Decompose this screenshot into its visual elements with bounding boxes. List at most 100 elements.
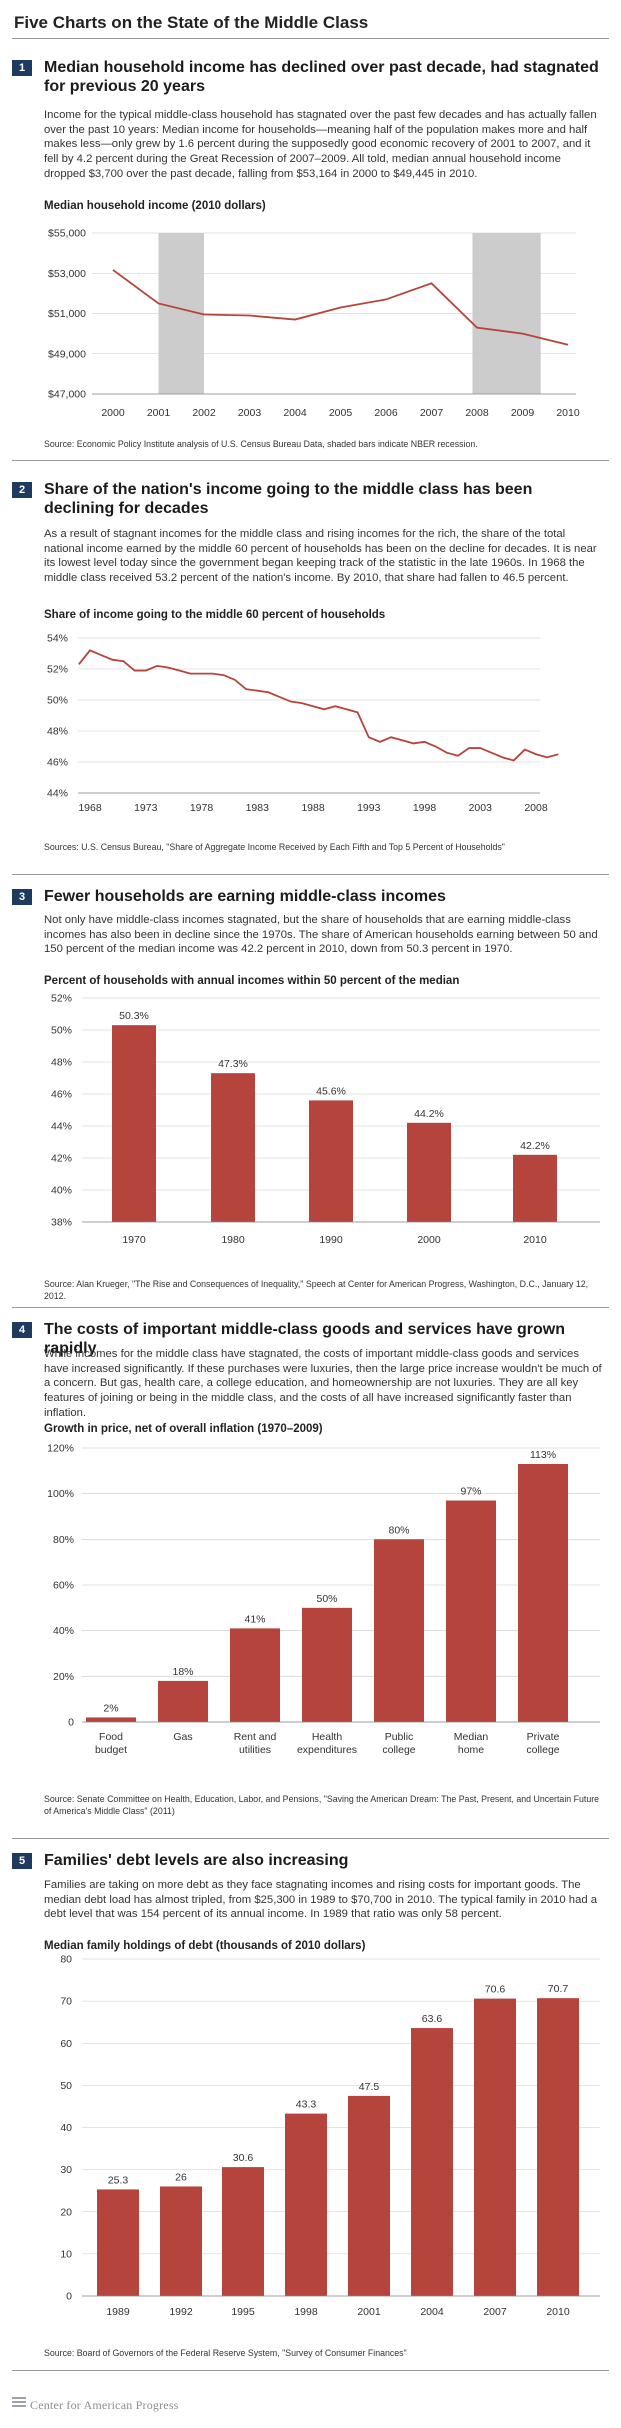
bar — [211, 1073, 255, 1222]
chart-source: Source: Senate Committee on Health, Educ… — [44, 1794, 600, 1816]
section-paragraph: Families are taking on more debt as they… — [44, 1879, 598, 1921]
data-label: 50.3% — [119, 1010, 149, 1022]
bar — [411, 2028, 453, 2296]
y-tick-label: 80% — [53, 1534, 74, 1546]
section-number-badge: 4 — [12, 1322, 32, 1338]
footer-org-name: Center for American Progress — [30, 2398, 179, 2412]
bar — [285, 2113, 327, 2296]
bar — [513, 1154, 557, 1222]
data-label: 43.3 — [296, 2099, 317, 2111]
data-label: 30.6 — [233, 2152, 254, 2164]
y-tick-label: 40% — [53, 1625, 74, 1637]
y-tick-label: $53,000 — [48, 268, 86, 280]
x-tick-label: 2008 — [524, 802, 548, 814]
y-tick-label: $49,000 — [48, 348, 86, 360]
section-title: Median household income has declined ove… — [44, 59, 599, 95]
y-tick-label: 46% — [47, 757, 68, 769]
x-tick-label: 1990 — [319, 1234, 343, 1246]
y-tick-label: 60 — [60, 2038, 72, 2050]
data-label: 63.6 — [422, 2013, 443, 2025]
chart-median-household-income: $47,000 $49,000 $51,000 $53,000 $55,000 2000 2… — [48, 228, 580, 420]
series-line-income-share — [78, 649, 559, 762]
chart-source: Source: Board of Governors of the Federa… — [44, 2348, 407, 2358]
data-label: 26 — [175, 2171, 187, 2183]
x-tick-label: 2009 — [511, 407, 535, 419]
x-tick-label: 2007 — [420, 407, 444, 419]
x-tick-label: 1998 — [294, 2306, 318, 2318]
x-tick-label: Public — [385, 1731, 414, 1743]
section-number-badge: 2 — [12, 482, 32, 498]
x-tick-label: 1970 — [122, 1234, 146, 1246]
y-tick-label: 54% — [47, 633, 68, 645]
section-number-badge: 3 — [12, 889, 32, 905]
y-tick-label: 0 — [68, 1717, 74, 1729]
chart-source: Source: Economic Policy Institute analys… — [44, 439, 478, 449]
divider — [12, 38, 609, 39]
x-tick-label: 2000 — [417, 1234, 441, 1246]
data-label: 2% — [103, 1702, 118, 1714]
bar — [348, 2095, 390, 2296]
y-tick-label: 40 — [60, 2122, 72, 2134]
bar — [222, 2167, 264, 2296]
x-tick-label: 1968 — [78, 802, 102, 814]
y-tick-label: 46% — [51, 1089, 72, 1101]
y-tick-label: 52% — [47, 664, 68, 676]
x-tick-label: 2001 — [147, 407, 171, 419]
section-title: Fewer households are earning middle-clas… — [44, 888, 446, 905]
bar — [446, 1500, 496, 1722]
bar — [537, 1998, 579, 2296]
y-tick-label: 42% — [51, 1153, 72, 1165]
section-title: Families' debt levels are also increasin… — [44, 1852, 349, 1869]
y-tick-label: 80 — [60, 1954, 72, 1966]
x-tick-label: expenditures — [297, 1744, 357, 1756]
data-label: 42.2% — [520, 1140, 550, 1152]
x-tick-label: 2007 — [483, 2306, 507, 2318]
y-tick-label: 0 — [66, 2291, 72, 2303]
x-tick-label: Health — [312, 1731, 343, 1743]
chart-middle-income-households: 38% 40% 42% 44% 46% 48% 50% 52% 50.3% 1970 47.3% 19… — [51, 993, 600, 1246]
divider — [12, 2370, 609, 2371]
x-tick-label: 2010 — [556, 407, 580, 419]
y-tick-label: 38% — [51, 1217, 72, 1229]
chart-title: Share of income going to the middle 60 p… — [44, 609, 386, 621]
cap-logo-icon — [12, 2397, 26, 2407]
bar — [97, 2189, 139, 2296]
y-tick-label: 20% — [53, 1671, 74, 1683]
data-label: 25.3 — [108, 2174, 129, 2186]
page-title: Five Charts on the State of the Middle C… — [14, 13, 369, 32]
bar — [160, 2186, 202, 2296]
x-tick-label: 1989 — [106, 2306, 130, 2318]
x-tick-label: 1978 — [190, 802, 214, 814]
divider — [12, 460, 609, 461]
chart-title: Median family holdings of debt (thousand… — [44, 1940, 366, 1952]
x-tick-label: 1998 — [413, 802, 437, 814]
x-tick-label: 2003 — [469, 802, 493, 814]
x-tick-label: 1980 — [221, 1234, 245, 1246]
section-paragraph: As a result of stagnant incomes for the … — [44, 528, 597, 585]
section-title: Share of the nation's income going to th… — [44, 481, 533, 517]
x-tick-label: Median — [454, 1731, 489, 1743]
divider — [12, 1838, 609, 1839]
data-label: 113% — [530, 1449, 556, 1461]
x-tick-label: 1973 — [134, 802, 158, 814]
chart-title: Median household income (2010 dollars) — [44, 200, 266, 212]
section-paragraph: While incomes for the middle class have … — [44, 1348, 602, 1419]
bar — [158, 1680, 208, 1722]
section-paragraph: Not only have middle-class incomes stagn… — [44, 914, 598, 956]
divider — [12, 874, 609, 875]
chart-title: Growth in price, net of overall inflatio… — [44, 1423, 323, 1435]
data-label: 80% — [388, 1524, 409, 1536]
x-tick-label: 1993 — [357, 802, 381, 814]
bar — [230, 1628, 280, 1722]
y-tick-label: 10 — [60, 2248, 72, 2260]
y-tick-label: 50% — [51, 1025, 72, 1037]
x-tick-label: Rent and — [234, 1731, 277, 1743]
section-number-badge: 1 — [12, 60, 32, 76]
x-tick-label: college — [382, 1744, 415, 1756]
x-tick-label: Gas — [173, 1731, 192, 1743]
x-tick-label: 2001 — [357, 2306, 381, 2318]
x-tick-label: 2004 — [420, 2306, 444, 2318]
y-tick-label: 30 — [60, 2164, 72, 2176]
y-tick-label: 100% — [47, 1488, 74, 1500]
